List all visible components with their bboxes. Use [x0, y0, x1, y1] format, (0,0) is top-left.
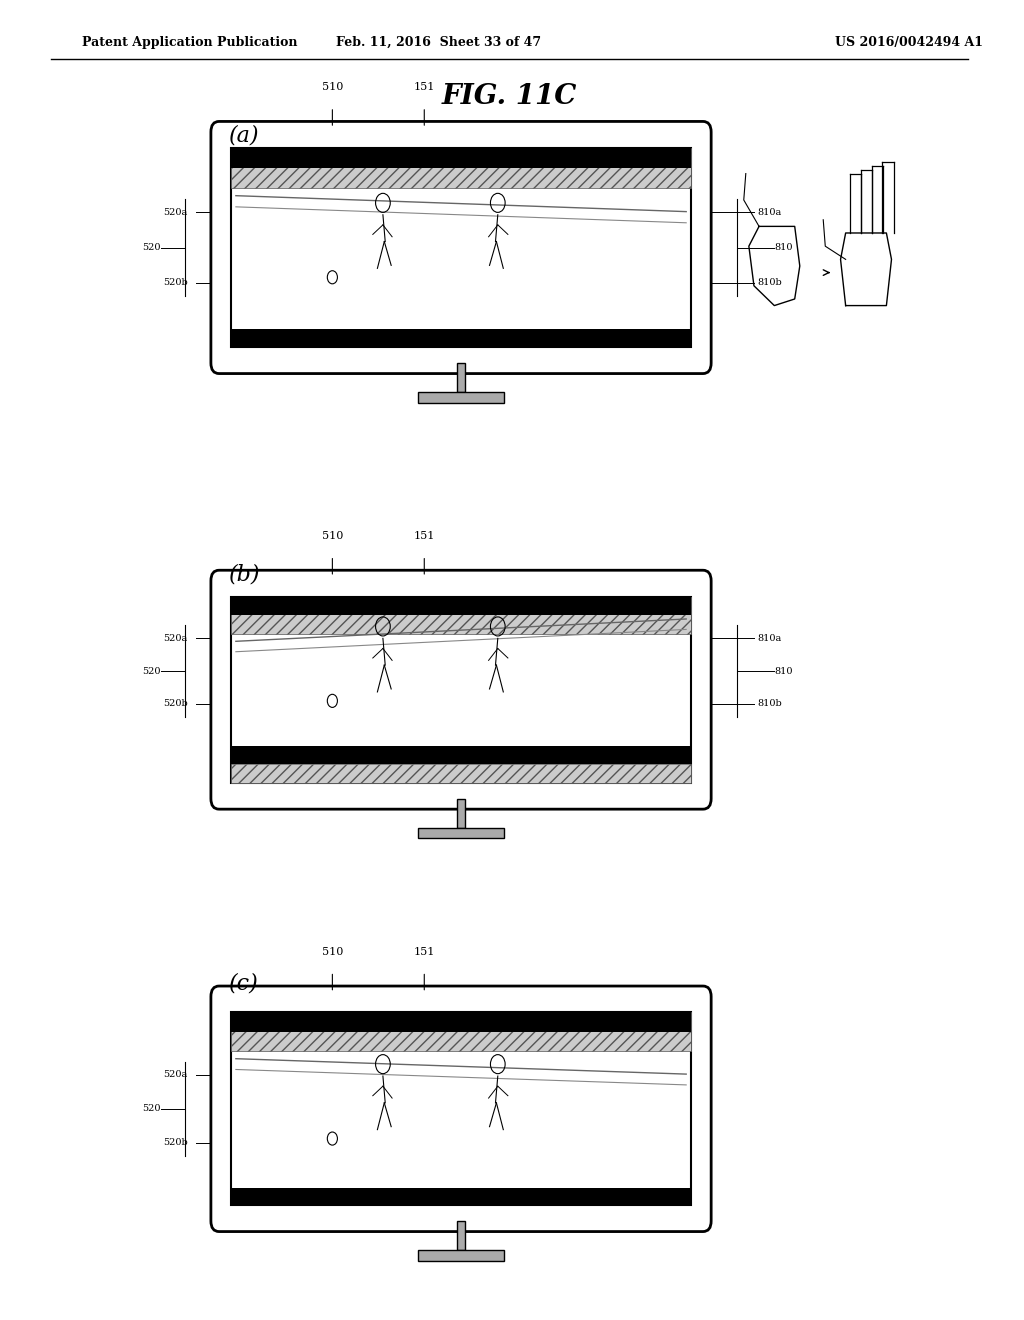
- Bar: [457, 363, 465, 392]
- Text: 520b: 520b: [163, 700, 187, 709]
- Bar: [231, 329, 691, 347]
- Text: 810a: 810a: [757, 634, 781, 643]
- Bar: [231, 1188, 691, 1205]
- Bar: [457, 1221, 465, 1250]
- Text: US 2016/0042494 A1: US 2016/0042494 A1: [836, 36, 983, 49]
- Bar: [231, 764, 691, 783]
- Bar: [231, 148, 691, 168]
- Bar: [457, 799, 465, 828]
- Bar: [231, 1012, 691, 1051]
- Text: 520: 520: [142, 1105, 161, 1113]
- Bar: [231, 746, 691, 764]
- Bar: [231, 597, 691, 615]
- Text: 510: 510: [322, 531, 343, 541]
- Text: 810: 810: [774, 667, 793, 676]
- Text: 151: 151: [414, 82, 435, 92]
- Bar: [231, 762, 691, 764]
- Text: FIG. 11C: FIG. 11C: [441, 83, 578, 110]
- FancyBboxPatch shape: [211, 570, 711, 809]
- Text: 810b: 810b: [757, 279, 781, 286]
- Bar: [231, 1012, 691, 1032]
- Text: 151: 151: [414, 946, 435, 957]
- Text: (a): (a): [229, 125, 260, 147]
- Bar: [231, 597, 691, 634]
- Bar: [231, 148, 691, 347]
- Bar: [231, 148, 691, 187]
- Bar: [418, 392, 505, 403]
- Text: 810a: 810a: [757, 209, 781, 216]
- Text: Patent Application Publication: Patent Application Publication: [82, 36, 297, 49]
- FancyBboxPatch shape: [211, 986, 711, 1232]
- Text: 810: 810: [774, 243, 793, 252]
- Bar: [231, 597, 691, 783]
- Text: 520b: 520b: [163, 1138, 187, 1147]
- Bar: [418, 828, 505, 838]
- Text: (b): (b): [229, 564, 261, 585]
- Text: 151: 151: [414, 531, 435, 541]
- Text: 520b: 520b: [163, 279, 187, 286]
- Text: 520a: 520a: [163, 209, 187, 216]
- Text: (c): (c): [229, 973, 259, 994]
- Text: 520a: 520a: [163, 1071, 187, 1080]
- Text: 520: 520: [142, 243, 161, 252]
- Bar: [231, 1012, 691, 1205]
- Bar: [418, 1250, 505, 1261]
- Text: Feb. 11, 2016  Sheet 33 of 47: Feb. 11, 2016 Sheet 33 of 47: [336, 36, 541, 49]
- Text: 810b: 810b: [757, 700, 781, 709]
- FancyBboxPatch shape: [211, 121, 711, 374]
- Text: 520a: 520a: [163, 634, 187, 643]
- Text: 520: 520: [142, 667, 161, 676]
- Text: 510: 510: [322, 82, 343, 92]
- Text: 510: 510: [322, 946, 343, 957]
